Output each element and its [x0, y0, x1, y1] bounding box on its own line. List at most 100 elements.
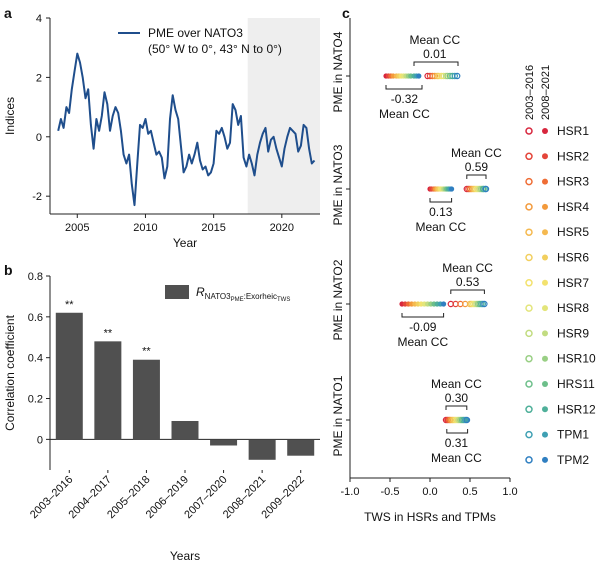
- legend-marker-filled: [542, 381, 548, 387]
- mean-cc-value: -0.09: [409, 320, 437, 334]
- y-tick-label: 0: [37, 434, 43, 446]
- point-2003-2016: [463, 416, 470, 424]
- mean-cc-value: 0.31: [445, 436, 469, 450]
- y-axis-label: Correlation coefficient: [3, 314, 17, 431]
- significance-label: **: [65, 299, 74, 311]
- mean-cc-bracket: [450, 289, 485, 294]
- bar: [94, 341, 122, 440]
- y-tick-label: 4: [36, 13, 42, 25]
- mean-cc-value: -0.32: [391, 92, 419, 106]
- bar: [210, 439, 238, 446]
- legend-item-label: HSR10: [557, 352, 596, 366]
- legend-marker-filled: [542, 178, 548, 185]
- mean-cc-value: 0.01: [423, 47, 447, 61]
- legend-item-label: HSR4: [557, 200, 589, 214]
- legend-marker-filled: [542, 254, 548, 261]
- significance-label: **: [104, 327, 113, 339]
- y-tick-label: 0: [36, 132, 42, 144]
- point-2008-2021: [416, 73, 422, 79]
- legend-item-label: HSR8: [557, 301, 589, 315]
- legend-marker-filled: [542, 330, 548, 337]
- legend-marker-open: [525, 177, 533, 186]
- legend-marker-filled: [542, 203, 548, 210]
- y-tick-label: -2: [32, 191, 42, 203]
- point-2003-2016: [451, 72, 458, 80]
- panel-label-c: c: [342, 5, 350, 21]
- mean-cc-bracket: [429, 198, 453, 203]
- legend-marker-open: [525, 127, 533, 135]
- period-label-2003-2016: 2003–2016: [524, 65, 536, 120]
- legend-marker-open: [525, 329, 533, 338]
- mean-cc-bracket: [401, 313, 445, 318]
- x-axis-label: TWS in HSRs and TPMs: [364, 510, 496, 524]
- x-tick-label: -1.0: [341, 486, 360, 498]
- point-2008-2021: [441, 301, 447, 307]
- legend-item-label: TPM1: [557, 428, 589, 442]
- mean-cc-label: Mean CC: [397, 335, 448, 349]
- legend-item-label: HSR6: [557, 251, 589, 265]
- legend-marker-open: [525, 405, 533, 414]
- legend-marker-open: [525, 380, 533, 388]
- significance-label: **: [142, 346, 151, 358]
- mean-cc-bracket: [446, 429, 469, 434]
- mean-cc-label: Mean CC: [379, 107, 430, 121]
- legend-marker-filled: [542, 406, 548, 413]
- legend-marker-open: [525, 304, 533, 312]
- legend-marker-filled: [542, 456, 548, 463]
- mean-cc-value: 0.59: [465, 160, 489, 174]
- mean-cc-bracket: [445, 405, 468, 410]
- mean-cc-label: Mean CC: [431, 451, 482, 465]
- y-tick-label: 0.2: [28, 394, 43, 406]
- x-axis-label: Years: [170, 549, 200, 562]
- point-2008-2021: [449, 186, 455, 192]
- mean-cc-label: Mean CC: [442, 261, 493, 275]
- x-axis-label: Year: [173, 236, 197, 250]
- panel-b: 00.20.40.60.8**2003–2016**2004–2017**200…: [3, 271, 320, 562]
- x-tick-label: 1.0: [502, 486, 517, 498]
- mean-cc-label: Mean CC: [431, 377, 482, 391]
- legend-label: RNATO3PME:ExorheicTWS: [196, 285, 290, 303]
- row-label: PME in NATO1: [331, 375, 345, 456]
- legend-marker-filled: [542, 279, 548, 286]
- mean-cc-bracket: [466, 174, 487, 179]
- bar: [287, 439, 315, 456]
- legend-item-label: HSR9: [557, 326, 589, 340]
- y-tick-label: 0.4: [28, 353, 43, 365]
- mean-cc-label: Mean CC: [409, 33, 460, 47]
- legend-item-label: HSR5: [557, 225, 589, 239]
- legend-item-label: HSR1: [557, 124, 589, 138]
- mean-cc-label: Mean CC: [451, 146, 502, 160]
- legend-marker-open: [525, 253, 533, 262]
- y-tick-label: 2: [36, 72, 42, 84]
- legend-marker-filled: [542, 128, 548, 134]
- legend-item-label: HRS11: [557, 377, 595, 391]
- x-tick-label: 2015: [201, 222, 225, 234]
- row-label: PME in NATO4: [331, 31, 345, 112]
- legend-item-label: HSR12: [557, 402, 596, 416]
- legend-marker-open: [525, 152, 533, 161]
- row-label: PME in NATO2: [331, 259, 345, 340]
- legend-marker-filled: [542, 431, 548, 438]
- legend-marker-filled: [542, 153, 548, 160]
- legend-sublabel: (50° W to 0°, 43° N to 0°): [148, 42, 282, 56]
- legend-item-label: HSR2: [557, 149, 589, 163]
- bar: [55, 312, 83, 440]
- legend-item-label: TPM2: [557, 453, 589, 467]
- row-label: PME in NATO3: [331, 144, 345, 225]
- mean-cc-value: 0.30: [445, 391, 469, 405]
- panel-c: -1.0 -0.5 0.0 0.5 1.0 TWS in HSRs and TPMs PME…: [331, 18, 596, 524]
- period-label-2008-2021: 2008–2021: [540, 65, 552, 120]
- panel-a: -2 0 2 4 2005 2010 2015 2020 Year Indices PME over…: [3, 13, 320, 250]
- bar: [248, 439, 276, 460]
- mean-cc-value: 0.53: [456, 275, 480, 289]
- legend-label: PME over NATO3: [148, 26, 243, 40]
- x-tick-label: 0.0: [422, 486, 437, 498]
- y-tick-label: 0.6: [28, 312, 43, 324]
- shaded-period: [247, 18, 320, 214]
- y-tick-label: 0.8: [28, 271, 43, 283]
- point-2003-2016: [440, 72, 447, 80]
- panel-label-b: b: [4, 262, 13, 278]
- mean-cc-bracket: [385, 85, 423, 90]
- panel-label-a: a: [4, 5, 12, 21]
